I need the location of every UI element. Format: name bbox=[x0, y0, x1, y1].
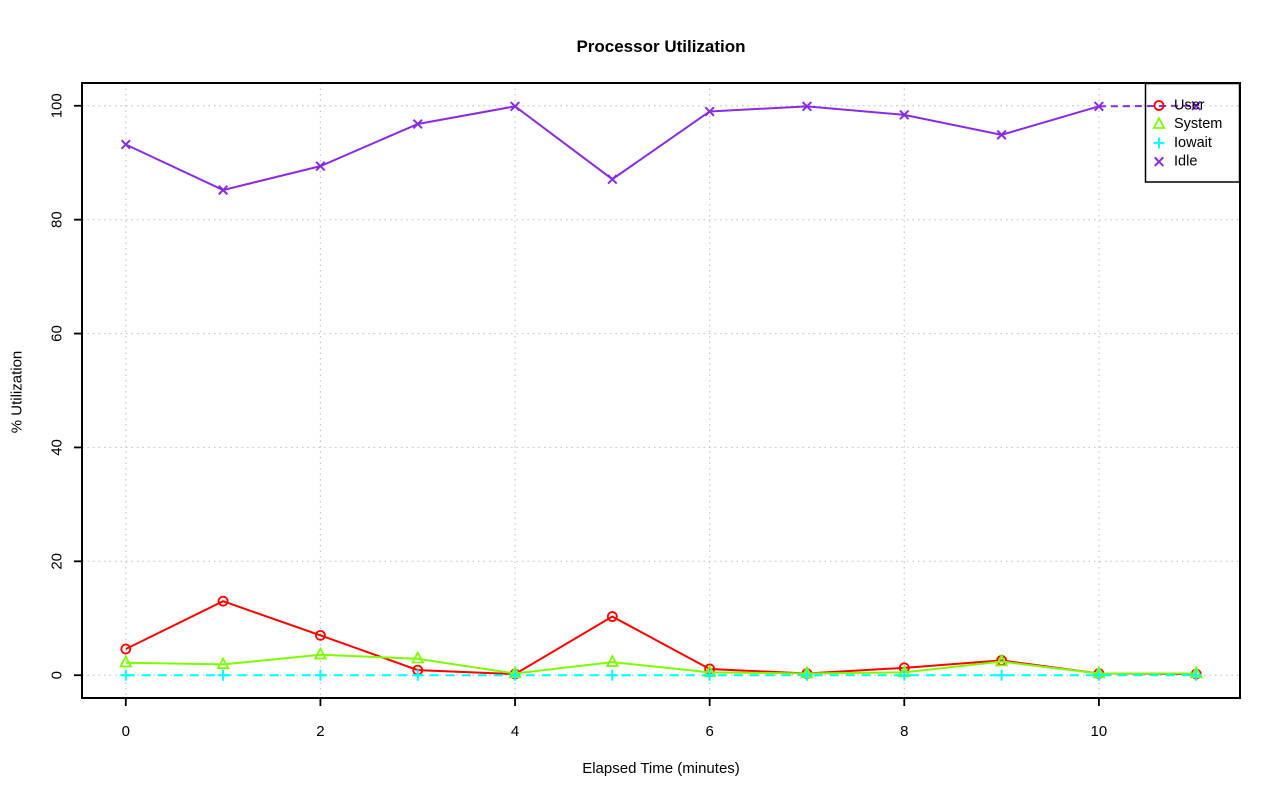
legend-box bbox=[1144, 82, 1241, 183]
x-tick-label: 0 bbox=[122, 723, 130, 740]
x-tick-label: 10 bbox=[1091, 723, 1108, 740]
x-tick-label: 4 bbox=[511, 723, 519, 740]
y-axis: 0 20 40 60 80 100 bbox=[49, 93, 82, 679]
y-tick-label: 40 bbox=[49, 439, 66, 456]
chart-title: Processor Utilization bbox=[576, 37, 746, 56]
y-tick-label: 60 bbox=[49, 325, 66, 342]
x-axis-title: Elapsed Time (minutes) bbox=[582, 760, 740, 777]
plot-border bbox=[81, 82, 1241, 699]
x-tick-label: 2 bbox=[316, 723, 324, 740]
legend-item-system: System bbox=[1152, 116, 1222, 132]
y-tick-label: 100 bbox=[49, 93, 66, 118]
legend-item-idle: Idle bbox=[1153, 154, 1197, 170]
x-axis: 0 2 4 6 8 10 bbox=[122, 698, 1108, 740]
series-idle-points bbox=[120, 100, 1202, 196]
series-system-points bbox=[119, 646, 1203, 679]
legend-label: System bbox=[1174, 116, 1222, 132]
legend: User System Iowait Idle bbox=[1144, 82, 1241, 183]
x-tick-label: 8 bbox=[900, 723, 908, 740]
series-system-line bbox=[125, 653, 1197, 675]
legend-label: Idle bbox=[1174, 154, 1197, 170]
gridlines bbox=[82, 83, 1240, 698]
series-idle-line bbox=[125, 104, 1197, 192]
series-iowait-points bbox=[120, 669, 1202, 681]
legend-label: User bbox=[1174, 98, 1205, 114]
legend-item-user: User bbox=[1153, 98, 1205, 114]
legend-item-iowait: Iowait bbox=[1153, 135, 1212, 151]
y-tick-label: 0 bbox=[49, 671, 66, 679]
y-tick-label: 80 bbox=[49, 211, 66, 228]
x-tick-label: 6 bbox=[705, 723, 713, 740]
y-axis-title: % Utilization bbox=[8, 350, 26, 434]
y-tick-label: 20 bbox=[49, 553, 66, 570]
series-user-line bbox=[125, 600, 1197, 676]
legend-label: Iowait bbox=[1174, 135, 1212, 151]
